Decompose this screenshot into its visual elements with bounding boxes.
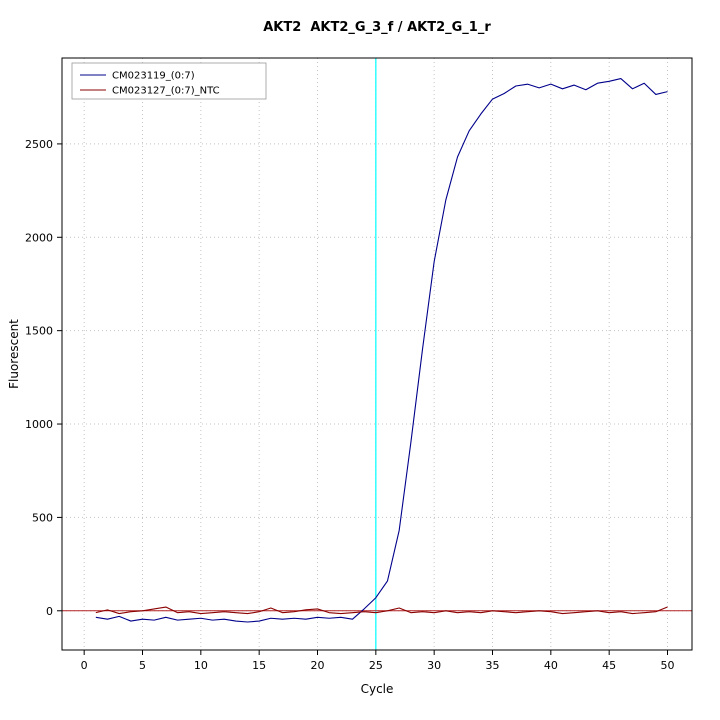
plot-area: 0 5 10 15 20 25 30 35 40 45 5005001000150020002500…: [25, 57, 693, 672]
y-axis-label: Fluorescent: [7, 319, 21, 389]
x-tick-label: 10: [194, 659, 208, 672]
x-tick-label: 20: [311, 659, 325, 672]
chart-title: AKT2 AKT2_G_3_f / AKT2_G_1_r: [263, 20, 491, 35]
series-line-0: [95, 77, 668, 623]
legend-label: CM023119_(0:7): [112, 71, 195, 82]
y-tick-label: 1000: [25, 418, 53, 431]
x-tick-label: 45: [602, 659, 616, 672]
x-tick-label: 0: [81, 659, 88, 672]
legend-box: [71, 62, 267, 100]
y-tick-label: 2500: [25, 138, 53, 151]
y-tick-label: 2000: [25, 231, 53, 244]
x-tick-label: 50: [661, 659, 675, 672]
x-tick-label: 40: [544, 659, 558, 672]
x-tick-label: 5: [139, 659, 146, 672]
y-tick-label: 500: [32, 511, 53, 524]
y-tick-label: 1500: [25, 325, 53, 338]
x-tick-label: 30: [427, 659, 441, 672]
x-tick-label: 25: [369, 659, 383, 672]
x-axis-label: Cycle: [361, 682, 394, 696]
x-tick-label: 35: [486, 659, 500, 672]
y-tick-label: 0: [46, 605, 53, 618]
series-line-1: [95, 606, 668, 615]
x-tick-label: 15: [252, 659, 266, 672]
plot-border: [61, 57, 693, 651]
legend-label: CM023127_(0:7)_NTC: [112, 86, 220, 97]
